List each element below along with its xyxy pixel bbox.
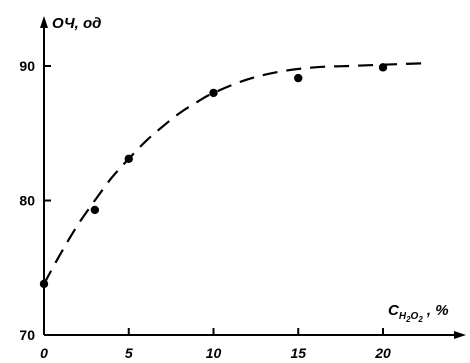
data-point bbox=[294, 73, 303, 83]
x-axis-title: CH2O2 , % bbox=[388, 302, 449, 324]
x-tick-label: 10 bbox=[206, 345, 222, 361]
data-point bbox=[90, 205, 100, 215]
x-tick-label: 5 bbox=[125, 345, 133, 361]
y-tick-label: 90 bbox=[19, 58, 35, 74]
tick-labels-group: 70 80 90 0 5 10 15 20 bbox=[19, 58, 391, 361]
y-axis-arrow bbox=[40, 16, 48, 28]
data-point bbox=[124, 154, 133, 164]
data-point bbox=[39, 279, 49, 289]
y-tick-label: 70 bbox=[19, 327, 35, 343]
y-axis-title: ОЧ, од bbox=[52, 15, 101, 32]
x-tick-label: 15 bbox=[290, 345, 306, 361]
data-point bbox=[209, 88, 218, 98]
data-points-group bbox=[39, 63, 388, 289]
x-tick-label: 20 bbox=[374, 345, 391, 361]
trend-line bbox=[43, 62, 424, 285]
x-tick-label: 0 bbox=[40, 345, 48, 361]
axes bbox=[40, 16, 466, 339]
x-axis-arrow bbox=[454, 331, 466, 339]
trend-line-group bbox=[43, 62, 424, 285]
data-point bbox=[378, 63, 388, 72]
y-tick-label: 80 bbox=[19, 193, 35, 209]
